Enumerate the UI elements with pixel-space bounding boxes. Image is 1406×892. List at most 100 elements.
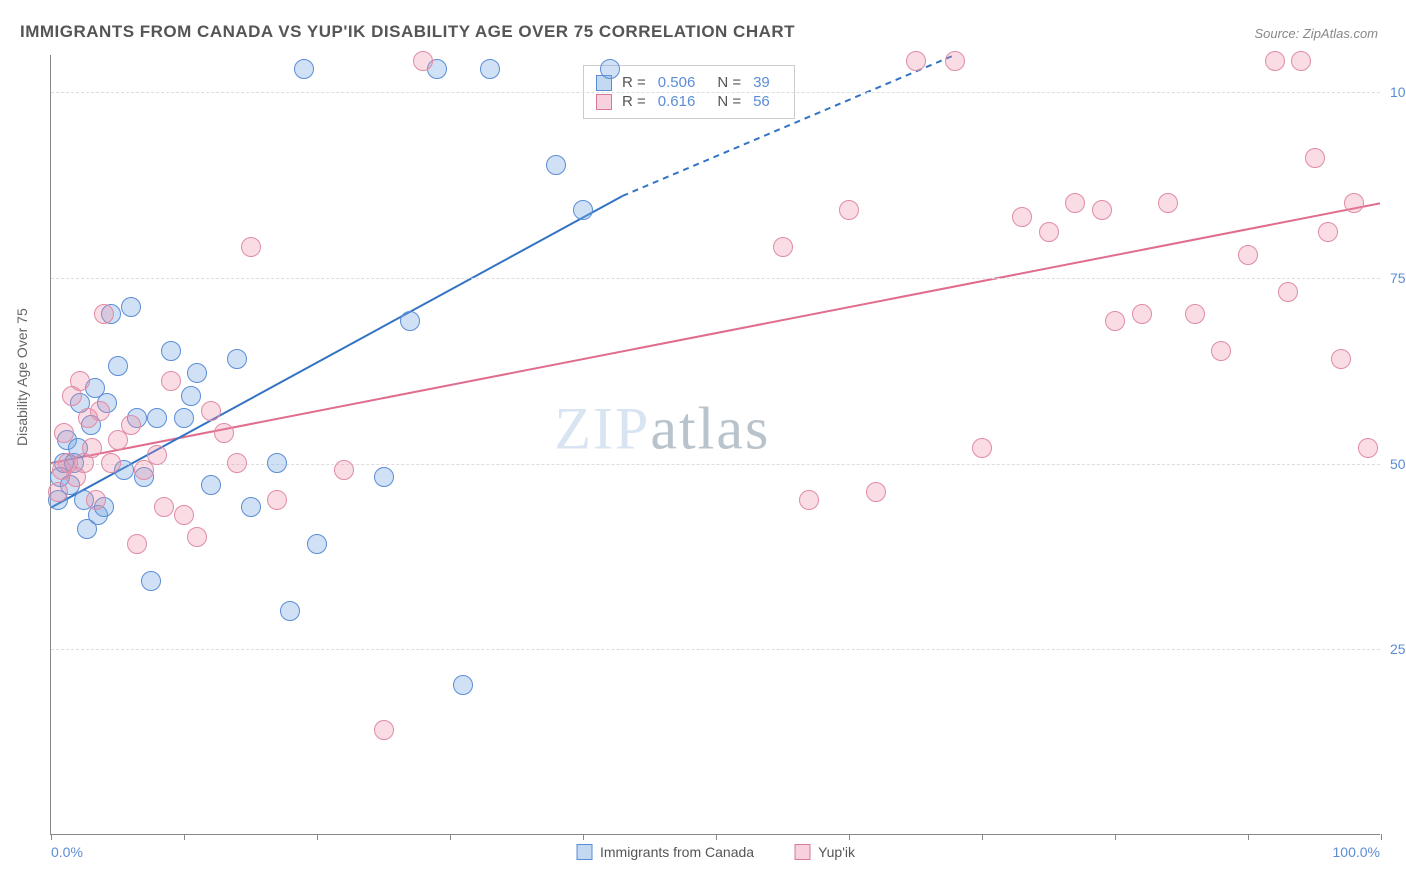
- data-point: [108, 356, 128, 376]
- data-point: [267, 453, 287, 473]
- data-point: [227, 349, 247, 369]
- legend-label: Yup'ik: [818, 844, 855, 860]
- legend-row-blue: R = 0.506 N = 39: [596, 74, 782, 91]
- x-tick: [184, 834, 185, 840]
- watermark: ZIPatlas: [554, 394, 770, 463]
- n-value-blue: 39: [753, 74, 770, 91]
- source-credit: Source: ZipAtlas.com: [1254, 26, 1378, 41]
- x-tick: [583, 834, 584, 840]
- data-point: [1318, 222, 1338, 242]
- data-point: [453, 675, 473, 695]
- data-point: [241, 237, 261, 257]
- x-tick: [1115, 834, 1116, 840]
- x-min-label: 0.0%: [51, 844, 83, 860]
- data-point: [187, 363, 207, 383]
- data-point: [307, 534, 327, 554]
- data-point: [1211, 341, 1231, 361]
- data-point: [1012, 207, 1032, 227]
- x-tick: [1381, 834, 1382, 840]
- data-point: [181, 386, 201, 406]
- data-point: [161, 341, 181, 361]
- data-point: [1132, 304, 1152, 324]
- trendlines-layer: [51, 55, 1380, 834]
- data-point: [400, 311, 420, 331]
- y-tick-label: 25.0%: [1390, 641, 1406, 657]
- y-tick-label: 75.0%: [1390, 270, 1406, 286]
- n-label: N =: [717, 74, 741, 91]
- data-point: [294, 59, 314, 79]
- data-point: [174, 408, 194, 428]
- data-point: [1331, 349, 1351, 369]
- data-point: [127, 534, 147, 554]
- data-point: [839, 200, 859, 220]
- data-point: [154, 497, 174, 517]
- n-value-pink: 56: [753, 93, 770, 110]
- series-legend: Immigrants from Canada Yup'ik: [576, 844, 855, 860]
- y-tick-label: 100.0%: [1390, 84, 1406, 100]
- data-point: [546, 155, 566, 175]
- x-max-label: 100.0%: [1333, 844, 1380, 860]
- chart-title: IMMIGRANTS FROM CANADA VS YUP'IK DISABIL…: [20, 22, 795, 42]
- data-point: [161, 371, 181, 391]
- data-point: [82, 438, 102, 458]
- gridline: [51, 92, 1380, 93]
- data-point: [174, 505, 194, 525]
- data-point: [413, 51, 433, 71]
- data-point: [906, 51, 926, 71]
- gridline: [51, 278, 1380, 279]
- data-point: [1305, 148, 1325, 168]
- data-point: [54, 423, 74, 443]
- data-point: [600, 59, 620, 79]
- data-point: [241, 497, 261, 517]
- data-point: [374, 720, 394, 740]
- n-label: N =: [717, 93, 741, 110]
- data-point: [374, 467, 394, 487]
- data-point: [141, 571, 161, 591]
- data-point: [773, 237, 793, 257]
- data-point: [48, 482, 68, 502]
- data-point: [70, 371, 90, 391]
- data-point: [1344, 193, 1364, 213]
- legend-item-pink: Yup'ik: [794, 844, 855, 860]
- r-value-blue: 0.506: [658, 74, 696, 91]
- data-point: [480, 59, 500, 79]
- data-point: [1065, 193, 1085, 213]
- data-point: [1185, 304, 1205, 324]
- data-point: [1358, 438, 1378, 458]
- data-point: [227, 453, 247, 473]
- gridline: [51, 464, 1380, 465]
- data-point: [121, 415, 141, 435]
- plot-area: ZIPatlas R = 0.506 N = 39 R = 0.616 N = …: [50, 55, 1380, 835]
- y-axis-label: Disability Age Over 75: [14, 308, 30, 446]
- data-point: [201, 475, 221, 495]
- data-point: [214, 423, 234, 443]
- swatch-icon: [596, 94, 612, 110]
- data-point: [201, 401, 221, 421]
- data-point: [86, 490, 106, 510]
- gridline: [51, 649, 1380, 650]
- x-tick: [51, 834, 52, 840]
- data-point: [147, 445, 167, 465]
- x-tick: [849, 834, 850, 840]
- data-point: [94, 304, 114, 324]
- data-point: [280, 601, 300, 621]
- data-point: [267, 490, 287, 510]
- swatch-icon: [576, 844, 592, 860]
- y-tick-label: 50.0%: [1390, 456, 1406, 472]
- legend-row-pink: R = 0.616 N = 56: [596, 93, 782, 110]
- x-tick: [450, 834, 451, 840]
- data-point: [90, 401, 110, 421]
- data-point: [1105, 311, 1125, 331]
- data-point: [101, 453, 121, 473]
- data-point: [187, 527, 207, 547]
- data-point: [121, 297, 141, 317]
- r-label: R =: [622, 93, 646, 110]
- x-tick: [1248, 834, 1249, 840]
- data-point: [1039, 222, 1059, 242]
- data-point: [1291, 51, 1311, 71]
- x-tick: [716, 834, 717, 840]
- data-point: [1092, 200, 1112, 220]
- x-tick: [982, 834, 983, 840]
- x-tick: [317, 834, 318, 840]
- swatch-icon: [794, 844, 810, 860]
